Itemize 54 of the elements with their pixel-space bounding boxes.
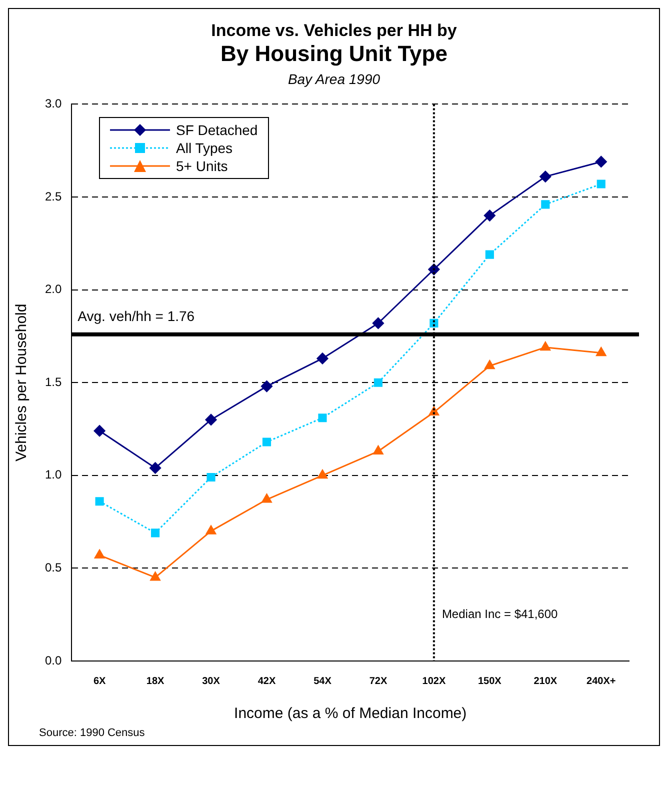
point — [150, 528, 160, 538]
y-tick-label: 1.0 — [44, 468, 62, 482]
x-tick-label: 54X — [314, 676, 332, 687]
point — [150, 462, 162, 474]
point — [206, 525, 216, 534]
point — [260, 380, 272, 392]
point — [596, 180, 606, 188]
x-tick-label: 30X — [202, 676, 220, 687]
x-tick-label: 6X — [93, 676, 106, 687]
x-tick-label: 240X+ — [586, 676, 616, 687]
y-tick-label: 2.0 — [44, 282, 62, 296]
chart-subtitle: Bay Area 1990 — [286, 71, 382, 87]
point — [94, 425, 106, 437]
x-tick-label: 210X — [534, 676, 558, 687]
point — [540, 170, 552, 182]
point — [318, 414, 327, 422]
ref-line-label: Avg. veh/hh = 1.76 — [78, 308, 195, 324]
y-tick-label: 0.5 — [44, 560, 62, 575]
point — [540, 342, 550, 351]
x-tick-label: 150X — [478, 676, 502, 687]
point — [95, 497, 104, 506]
point — [206, 472, 216, 482]
x-tick-label: 72X — [369, 676, 388, 687]
y-tick-label: 3.0 — [44, 96, 62, 111]
x-axis-title: Income (as a % of Median Income) — [234, 705, 467, 722]
y-tick-label: 0.0 — [44, 653, 62, 668]
x-tick-label: 42X — [258, 676, 276, 687]
point — [485, 250, 494, 259]
x-tick-label: 18X — [146, 676, 165, 687]
point — [205, 414, 217, 426]
point — [374, 378, 382, 387]
point — [484, 210, 496, 222]
ref-line-label: Median Inc = $41,600 — [442, 606, 558, 621]
point — [373, 446, 384, 455]
legend-label: All Types — [176, 139, 233, 157]
x-tick-label: 102X — [422, 676, 446, 687]
point — [316, 352, 328, 364]
y-axis-title: Vehicles per Household — [13, 304, 30, 462]
y-tick-label: 2.5 — [44, 189, 62, 204]
point — [262, 494, 272, 503]
point — [262, 438, 272, 446]
y-tick-label: 1.5 — [44, 374, 62, 389]
legend-label: 5+ Units — [176, 157, 228, 175]
point — [94, 549, 105, 558]
point — [596, 347, 606, 356]
legend-label: SF Detached — [176, 121, 258, 139]
point — [317, 470, 328, 479]
point — [372, 317, 384, 329]
point — [150, 572, 160, 581]
point — [541, 200, 550, 209]
source-note: Source: 1990 Census — [39, 727, 146, 739]
point — [484, 360, 495, 370]
chart-title: Income vs. Vehicles per HH by By Housing Unit Type — [210, 21, 458, 67]
point — [595, 156, 607, 168]
